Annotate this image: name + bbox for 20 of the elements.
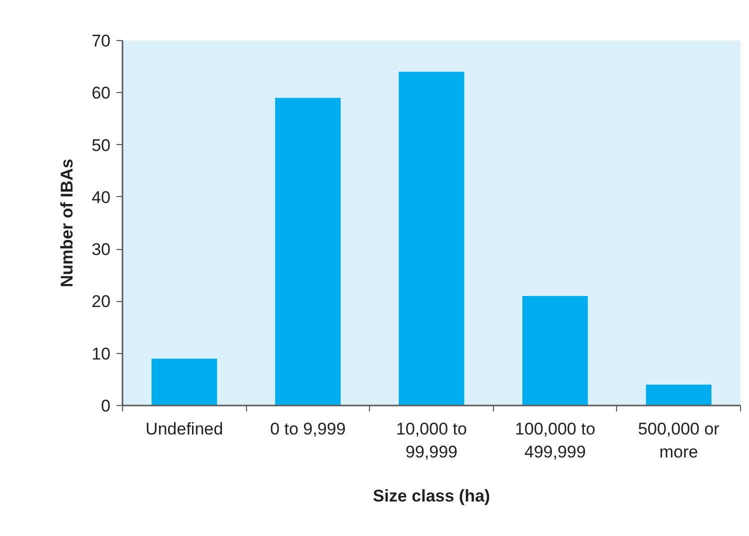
x-tick-label: 100,000 to 499,999 [514, 420, 596, 462]
x-axis-title: Size class (ha) [372, 486, 490, 506]
bar [275, 98, 341, 406]
y-tick-label: 20 [92, 292, 111, 312]
y-tick-label: 50 [92, 136, 111, 155]
y-tick-label: 0 [101, 396, 111, 416]
x-tick-label: 10,000 to 99,999 [396, 420, 467, 462]
y-tick-label: 10 [92, 344, 111, 364]
y-tick-label: 60 [92, 84, 111, 103]
x-tick-label: 500,000 or more [638, 420, 720, 462]
y-tick-label: 40 [92, 188, 111, 207]
x-tick-label: Undefined [146, 420, 224, 438]
bar [646, 384, 712, 406]
bar [398, 72, 464, 406]
y-axis-title: Number of IBAs [58, 158, 77, 288]
x-tick-label: 0 to 9,999 [270, 420, 346, 438]
bar [152, 358, 218, 406]
bar [522, 296, 588, 406]
y-tick-label: 70 [92, 32, 111, 50]
y-tick-label: 30 [92, 240, 111, 260]
